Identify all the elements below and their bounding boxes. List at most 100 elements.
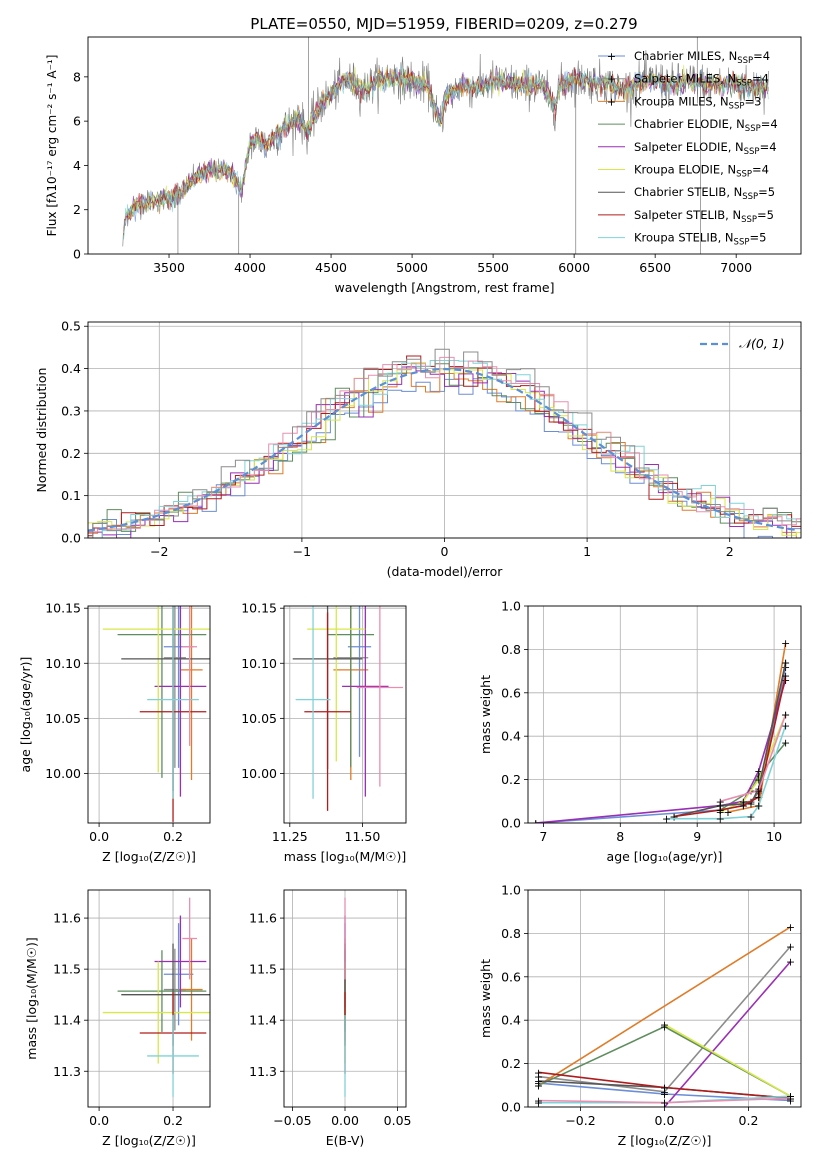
weight-marker: + [716,806,725,819]
y-tick-label: 11.6 [249,911,277,926]
legend-entry: Salpeter MILES, NSSP=4 [634,72,769,89]
weight-marker: + [781,674,790,687]
y-tick-label: 0.4 [61,361,81,376]
residual-histogram [88,372,801,538]
weight-marker: + [781,737,790,750]
y-tick-label: 6 [73,114,81,129]
weight-marker: + [786,956,795,969]
x-axis-label: (data-model)/error [387,564,504,579]
figure-title: PLATE=0550, MJD=51959, FIBERID=0209, z=0… [250,15,637,33]
x-tick-label: 6500 [639,260,671,275]
x-tick-label: 0.0 [89,829,109,844]
legend-marker: + [607,73,616,86]
weight-marker: + [534,1079,543,1092]
x-axis-label: wavelength [Angstrom, rest frame] [334,280,554,295]
x-tick-label: −1 [293,544,311,559]
data-point [163,923,194,1026]
weight-marker: + [786,940,795,953]
x-axis-label: E(B-V) [326,1133,365,1148]
weight-line [538,926,791,1086]
weight-marker: + [531,817,540,830]
weight-marker: + [660,1088,669,1101]
weight-marker: + [716,795,725,808]
x-tick-label: 0.00 [331,1113,359,1128]
legend-entry: Kroupa MILES, NSSP=3 [634,94,761,111]
model-spectrum-line [123,67,769,235]
data-point [102,606,210,773]
x-tick-label: 10 [766,829,782,844]
x-tick-label: 3500 [153,260,185,275]
legend-entry: Chabrier MILES, NSSP=4 [634,49,770,66]
weight-marker: + [781,656,790,669]
panel-age_vs_Z: 0.0 0.2 10.00 10.05 10.10 10.15 Z [log₁₀(Z/Z☉)… [18,601,211,864]
y-tick-label: 10.10 [45,656,81,671]
data-point [347,606,372,757]
panel-age_vs_mass: 11.25 11.50 10.00 10.05 10.10 10.15 mass [log₁… [241,601,407,864]
weight-marker: + [716,800,725,813]
weight-marker: + [746,797,755,810]
x-tick-label: −0.2 [565,1113,595,1128]
weight-marker: + [660,1097,669,1110]
x-tick-label: 0.0 [655,1113,675,1128]
legend-entry: Kroupa STELIB, NSSP=5 [634,231,766,248]
y-tick-label: 10.05 [241,711,277,726]
y-tick-label: 11.3 [53,1064,81,1079]
data-point [147,1015,199,1097]
x-tick-label: 5500 [477,260,509,275]
weight-marker: + [716,813,725,826]
x-tick-label: 0.2 [739,1113,759,1128]
weight-marker: + [754,791,763,804]
y-tick-label: 11.6 [53,911,81,926]
y-tick-label: 0.4 [501,1013,521,1028]
weight-marker: + [781,669,790,682]
x-tick-label: 0.0 [89,1113,109,1128]
y-tick-label: 1.0 [501,599,521,614]
weight-marker: + [531,817,540,830]
weight-marker: + [723,806,732,819]
y-tick-label: 0.8 [501,642,521,657]
legend-entry: Chabrier STELIB, NSSP=5 [634,185,775,202]
weight-marker: + [660,1019,669,1032]
weight-marker: + [754,787,763,800]
data-point [163,606,186,768]
data-point [327,606,375,767]
weight-marker: + [786,921,795,934]
y-tick-label: 10.10 [241,656,277,671]
panel-weight_vs_age: ++ ++++ ++++++++++++ +++++++++ +++++ ++++ + +++… [478,599,802,864]
y-tick-label: 1.0 [501,883,521,898]
y-axis-label: mass weight [478,675,493,754]
x-tick-label: 0.2 [163,829,183,844]
x-tick-label: 11.25 [272,829,308,844]
data-point [117,950,207,1032]
x-tick-label: 8 [616,829,624,844]
weight-marker: + [534,1097,543,1110]
weight-marker: + [781,661,790,674]
x-axis-label: Z [log₁₀(Z/Z☉)] [102,1133,196,1148]
x-tick-label: 5000 [396,260,428,275]
x-tick-label: 7000 [720,260,752,275]
y-tick-label: 0 [73,247,81,262]
y-tick-label: 0.6 [501,969,521,984]
weight-marker: + [534,1077,543,1090]
x-tick-label: −2 [150,544,168,559]
weight-line [719,742,787,811]
weight-marker: + [754,769,763,782]
x-tick-label: 0.2 [163,1113,183,1128]
y-tick-label: 0.6 [501,685,521,700]
y-axis-label: age [log₁₀(age/yr)] [18,657,33,773]
x-tick-label: 6000 [558,260,590,275]
y-tick-label: 0.3 [61,403,81,418]
y-axis-label: Normed distribution [34,368,49,493]
plot-area [122,37,769,254]
legend-entry: Salpeter STELIB, NSSP=5 [634,208,774,225]
weight-marker: + [534,1066,543,1079]
weight-marker: + [754,774,763,787]
residual-histogram [88,348,801,538]
weight-marker: + [739,800,748,813]
residual-legend: 𝒩(0, 1) [700,336,785,351]
axes-frame [527,605,802,824]
weight-marker: + [781,709,790,722]
y-axis-label: mass [log₁₀(M/M☉)] [24,937,39,1059]
weight-line [673,675,787,818]
x-tick-label: 11.50 [345,829,381,844]
